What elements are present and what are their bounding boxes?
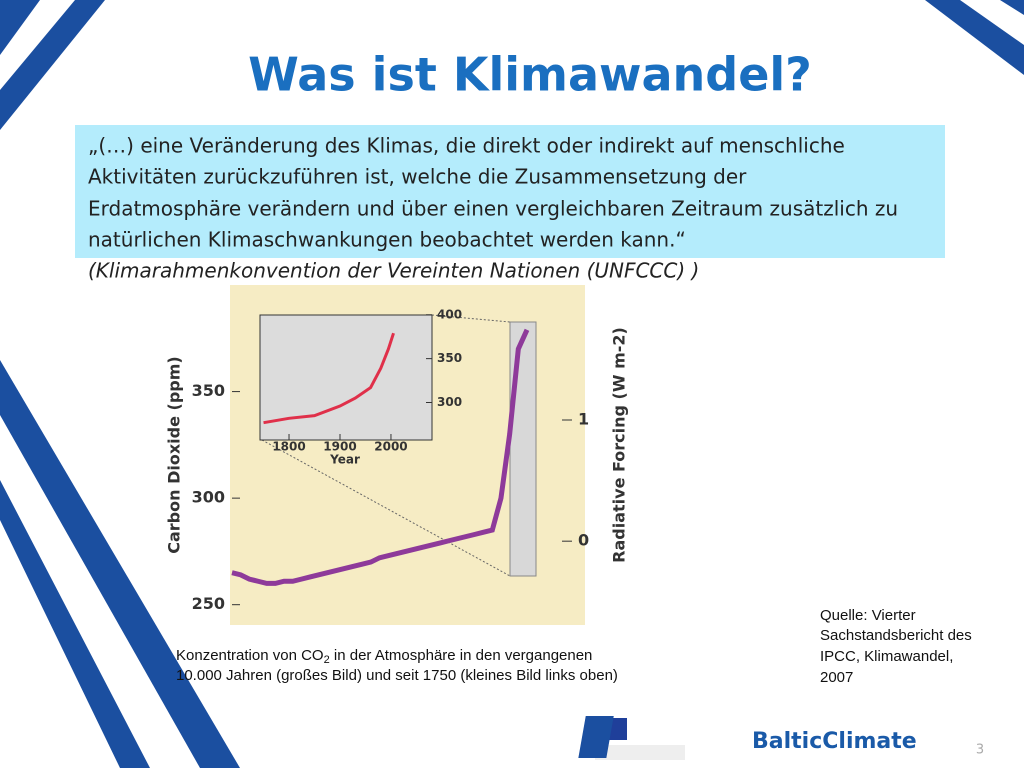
- zoom-line: [431, 314, 511, 323]
- y-tick-label: 250: [192, 594, 225, 613]
- stripe: [0, 0, 40, 55]
- y-axis-label: Carbon Dioxide (ppm): [165, 356, 184, 553]
- inset-y-tick-label: 300: [437, 395, 462, 409]
- inset-x-tick-label: 2000: [374, 440, 407, 454]
- caption-text: in der Atmosphäre in den vergangenen: [330, 647, 593, 664]
- inset-box: [259, 314, 433, 441]
- eu-note: [595, 745, 685, 760]
- quote-line: „(…) eine Veränderung des Klimas, die di…: [88, 134, 845, 158]
- inset-y-tick-label: 400: [437, 307, 462, 321]
- logo-icon: [578, 716, 614, 758]
- y2-axis-label: Radiative Forcing (W m-2): [610, 327, 629, 563]
- stripe: [0, 360, 240, 768]
- quote: „(…) eine Veränderung des Klimas, die di…: [88, 134, 898, 283]
- quote-box: [75, 125, 945, 258]
- inset-x-tick-label: 1900: [323, 440, 356, 454]
- quote-line: Aktivitäten zurückzuführen ist, welche d…: [88, 165, 747, 189]
- inset-x-label: Year: [329, 453, 360, 467]
- inset-x-tick-label: 1800: [272, 440, 305, 454]
- stripe: [0, 0, 105, 130]
- source: Quelle: Vierter: [820, 607, 916, 624]
- caption: Konzentration von CO2 in der Atmosphäre …: [176, 647, 592, 666]
- caption-text: Konzentration von CO: [176, 647, 324, 664]
- citation: (Klimarahmenkonvention der Vereinten Nat…: [88, 259, 699, 283]
- page-number: 3: [976, 743, 984, 758]
- title: Was ist Klimawandel?: [248, 48, 812, 102]
- source: Sachstandsbericht des: [820, 627, 972, 644]
- quote-line: natürlichen Klimaschwankungen beobachtet…: [88, 228, 686, 252]
- y-tick-label: 300: [192, 488, 225, 507]
- inset-y-tick-label: 350: [437, 351, 462, 365]
- quote-line: Erdatmosphäre verändern und über einen v…: [88, 197, 898, 221]
- stripe: [925, 0, 1024, 75]
- caption: 10.000 Jahren (großes Bild) und seit 175…: [176, 667, 618, 684]
- stripe: [1000, 0, 1024, 15]
- series-line: [231, 328, 530, 586]
- source: 2007: [820, 669, 853, 686]
- logo-text: BalticClimate: [752, 729, 917, 754]
- inset-line: [263, 332, 395, 425]
- source: IPCC, Klimawandel,: [820, 648, 953, 665]
- zoom-region: [509, 321, 537, 577]
- y2-tick-label: 1: [578, 410, 589, 429]
- caption-sub: 2: [324, 654, 330, 666]
- y-tick-label: 350: [192, 381, 225, 400]
- y2-tick-label: 0: [578, 531, 589, 550]
- zoom-line: [261, 439, 511, 577]
- stripe: [0, 480, 150, 768]
